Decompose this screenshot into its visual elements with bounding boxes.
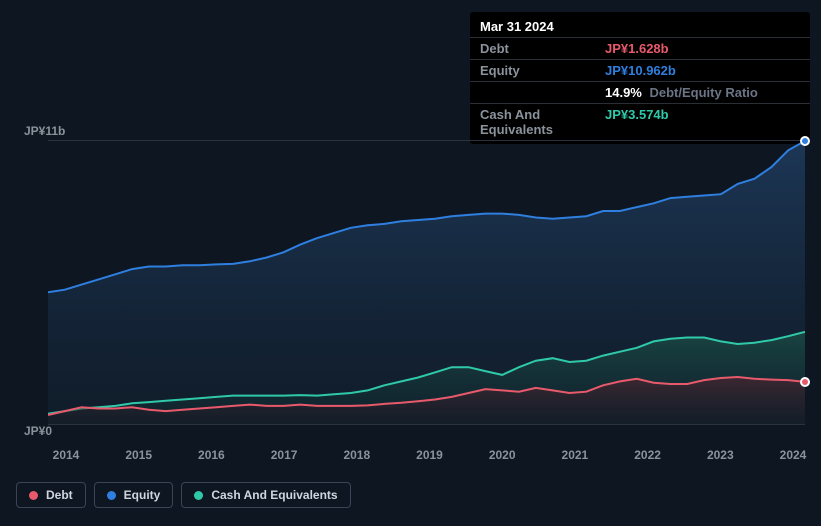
tooltip-row-ratio: 14.9% Debt/Equity Ratio: [470, 82, 810, 104]
chart-tooltip: Mar 31 2024 Debt JP¥1.628b Equity JP¥10.…: [470, 12, 810, 144]
x-axis: 2014 2015 2016 2017 2018 2019 2020 2021 2022 2023…: [48, 448, 805, 468]
x-tick: 2023: [707, 448, 734, 462]
x-tick: 2018: [343, 448, 370, 462]
x-tick: 2014: [53, 448, 80, 462]
tooltip-label: Debt: [480, 41, 605, 56]
tooltip-label: Cash And Equivalents: [480, 107, 605, 137]
x-tick: 2016: [198, 448, 225, 462]
legend-dot-icon: [29, 491, 38, 500]
tooltip-value: JP¥10.962b: [605, 63, 676, 78]
tooltip-suffix: Debt/Equity Ratio: [650, 85, 758, 100]
x-tick: 2024: [780, 448, 807, 462]
y-axis-label-top: JP¥11b: [24, 124, 65, 138]
tooltip-label: Equity: [480, 63, 605, 78]
marker-equity: [800, 136, 810, 146]
chart-plot-area[interactable]: [48, 140, 805, 424]
legend-dot-icon: [194, 491, 203, 500]
legend-label: Debt: [46, 488, 73, 502]
gridline-bottom: [48, 424, 805, 425]
chart-legend: Debt Equity Cash And Equivalents: [16, 482, 351, 508]
legend-item-debt[interactable]: Debt: [16, 482, 86, 508]
legend-label: Cash And Equivalents: [211, 488, 337, 502]
legend-label: Equity: [124, 488, 161, 502]
x-tick: 2019: [416, 448, 443, 462]
y-axis-label-bottom: JP¥0: [24, 424, 52, 438]
tooltip-row-equity: Equity JP¥10.962b: [470, 60, 810, 82]
legend-item-cash-and-equivalents[interactable]: Cash And Equivalents: [181, 482, 350, 508]
legend-item-equity[interactable]: Equity: [94, 482, 174, 508]
tooltip-row-debt: Debt JP¥1.628b: [470, 38, 810, 60]
x-tick: 2017: [271, 448, 298, 462]
legend-dot-icon: [107, 491, 116, 500]
x-tick: 2022: [634, 448, 661, 462]
marker-debt: [800, 377, 810, 387]
tooltip-value: 14.9%: [605, 85, 642, 100]
tooltip-label: [480, 85, 605, 100]
chart-svg: [48, 140, 805, 424]
x-tick: 2015: [125, 448, 152, 462]
tooltip-value: JP¥3.574b: [605, 107, 669, 137]
tooltip-date: Mar 31 2024: [480, 19, 554, 34]
tooltip-row-cash: Cash And Equivalents JP¥3.574b: [470, 104, 810, 140]
tooltip-value: JP¥1.628b: [605, 41, 669, 56]
x-tick: 2020: [489, 448, 516, 462]
x-tick: 2021: [562, 448, 589, 462]
